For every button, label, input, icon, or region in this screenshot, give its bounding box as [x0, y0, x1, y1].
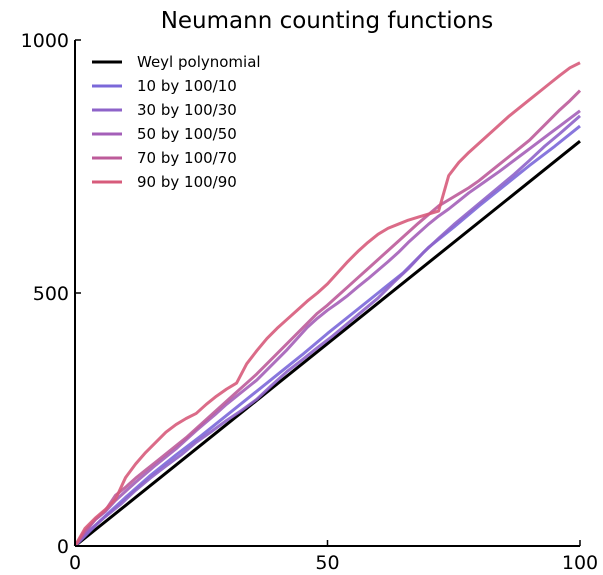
legend-label: Weyl polynomial: [137, 53, 261, 71]
ticks-layer: 0 500 1000 0 50 100: [21, 30, 598, 574]
legend: Weyl polynomial 10 by 100/10 30 by 100/30 5…: [92, 53, 261, 191]
x-tick-label: 50: [315, 552, 339, 574]
legend-entry-series-2: 30 by 100/30: [92, 101, 237, 119]
legend-label: 10 by 100/10: [137, 77, 237, 95]
chart-title: Neumann counting functions: [161, 8, 494, 34]
y-tick-label: 500: [33, 283, 69, 305]
series-line-2: [73, 114, 581, 548]
series-line-5: [73, 61, 581, 547]
legend-label: 70 by 100/70: [137, 149, 237, 167]
legend-entry-series-3: 50 by 100/50: [92, 125, 237, 143]
legend-entry-weyl: Weyl polynomial: [92, 53, 261, 71]
series-line-weyl: [74, 140, 581, 548]
legend-label: 50 by 100/50: [137, 125, 237, 143]
series-line-4: [73, 89, 582, 547]
y-tick-label: 0: [57, 536, 69, 558]
legend-label: 90 by 100/90: [137, 173, 237, 191]
legend-entry-series-1: 10 by 100/10: [92, 77, 237, 95]
x-tick-label: 0: [69, 552, 81, 574]
series-line-3: [73, 109, 581, 547]
series-layer: [73, 61, 582, 548]
series-line-1: [73, 124, 581, 548]
legend-label: 30 by 100/30: [137, 101, 237, 119]
legend-entry-series-5: 90 by 100/90: [92, 173, 237, 191]
legend-entry-series-4: 70 by 100/70: [92, 149, 237, 167]
y-tick-label: 1000: [21, 30, 69, 52]
x-tick-label: 100: [562, 552, 598, 574]
